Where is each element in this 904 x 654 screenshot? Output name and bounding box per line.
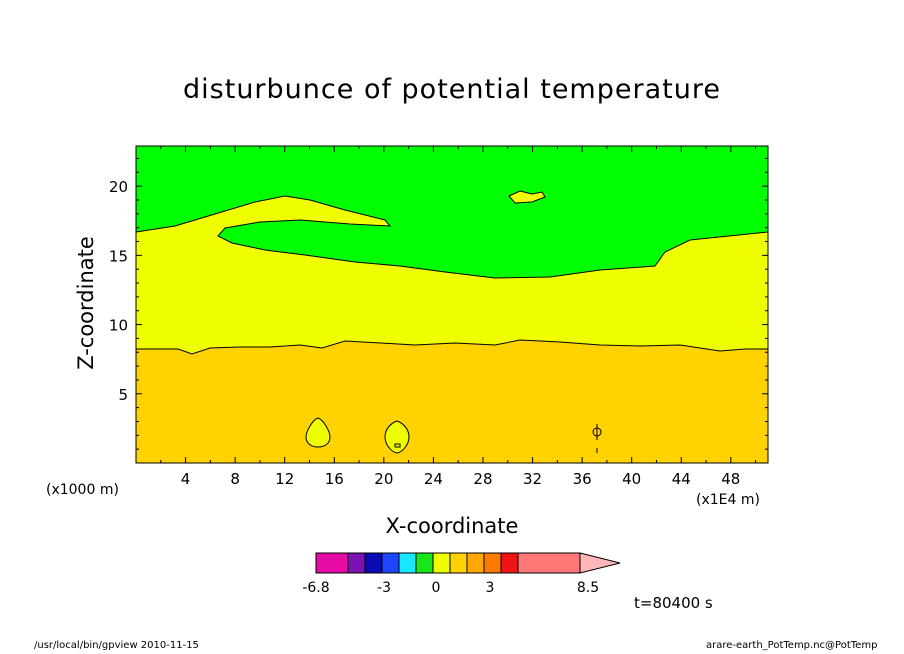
colorbar-label: -6.8 <box>302 580 329 596</box>
colorbar-cell <box>449 552 468 574</box>
contour-lines <box>136 190 768 454</box>
colorbar-cell <box>517 552 581 574</box>
x-tick-label: 16 <box>325 470 344 488</box>
y-tick-label: 10 <box>109 317 128 335</box>
x-tick-label: 4 <box>181 470 191 488</box>
region-lower <box>136 340 768 463</box>
axis-ticks <box>136 146 768 463</box>
colorbar-cell <box>432 552 451 574</box>
x-tick-label: 36 <box>573 470 592 488</box>
time-label: t=80400 s <box>634 594 713 612</box>
y-tick-label: 20 <box>109 178 128 196</box>
lower-blob-2 <box>385 421 409 453</box>
colorbar-cell <box>466 552 485 574</box>
x-tick-label: 44 <box>672 470 691 488</box>
x-axis-unit: (x1E4 m) <box>696 492 760 508</box>
x-tick-label: 12 <box>275 470 294 488</box>
colorbar-cell <box>500 552 519 574</box>
colorbar-cell <box>381 552 400 574</box>
contour-line-blob-2-inner <box>394 443 401 448</box>
lower-blob-1 <box>306 418 330 447</box>
x-tick-label: 20 <box>374 470 393 488</box>
contour-line-lower <box>136 339 768 355</box>
x-tick-label: 40 <box>622 470 641 488</box>
footer-left-text: /usr/local/bin/gpview 2010-11-15 <box>34 640 199 651</box>
y-tick-label: 5 <box>118 386 128 404</box>
colorbar-cell <box>398 552 417 574</box>
plot-frame <box>135 145 769 464</box>
contour-line-blob-upper <box>508 190 546 204</box>
chart-title: disturbunce of potential temperature <box>183 74 721 105</box>
colorbar-label: 3 <box>486 580 495 596</box>
y-axis-unit: (x1000 m) <box>46 482 119 498</box>
colorbar-cell <box>315 552 349 574</box>
colorbar-cell <box>347 552 366 574</box>
x-axis-label-text: X-coordinate <box>385 514 519 538</box>
contour-line-upper <box>136 195 768 279</box>
contour-line-blob-1 <box>305 417 331 448</box>
colorbar-label: 8.5 <box>577 580 599 596</box>
x-tick-label: 32 <box>523 470 542 488</box>
x-tick-label: 8 <box>230 470 240 488</box>
colorbar-arrow <box>579 552 621 574</box>
colorbar: -6.8 -3 0 3 8.5 <box>302 552 621 596</box>
x-axis-label: X-coordinate <box>0 514 904 538</box>
colorbar-cell <box>483 552 502 574</box>
contour-field <box>136 146 768 463</box>
y-tick-label: 15 <box>109 247 128 265</box>
colorbar-label: 0 <box>432 580 441 596</box>
x-tick-label: 24 <box>424 470 443 488</box>
colorbar-cell <box>364 552 383 574</box>
footer-right-text: arare-earth_PotTemp.nc@PotTemp <box>706 640 878 651</box>
colorbar-cell <box>415 552 434 574</box>
x-tick-label: 28 <box>473 470 492 488</box>
x-tick-label: 48 <box>721 470 740 488</box>
contour-line-blob-2 <box>384 420 410 454</box>
colorbar-label: -3 <box>377 580 391 596</box>
